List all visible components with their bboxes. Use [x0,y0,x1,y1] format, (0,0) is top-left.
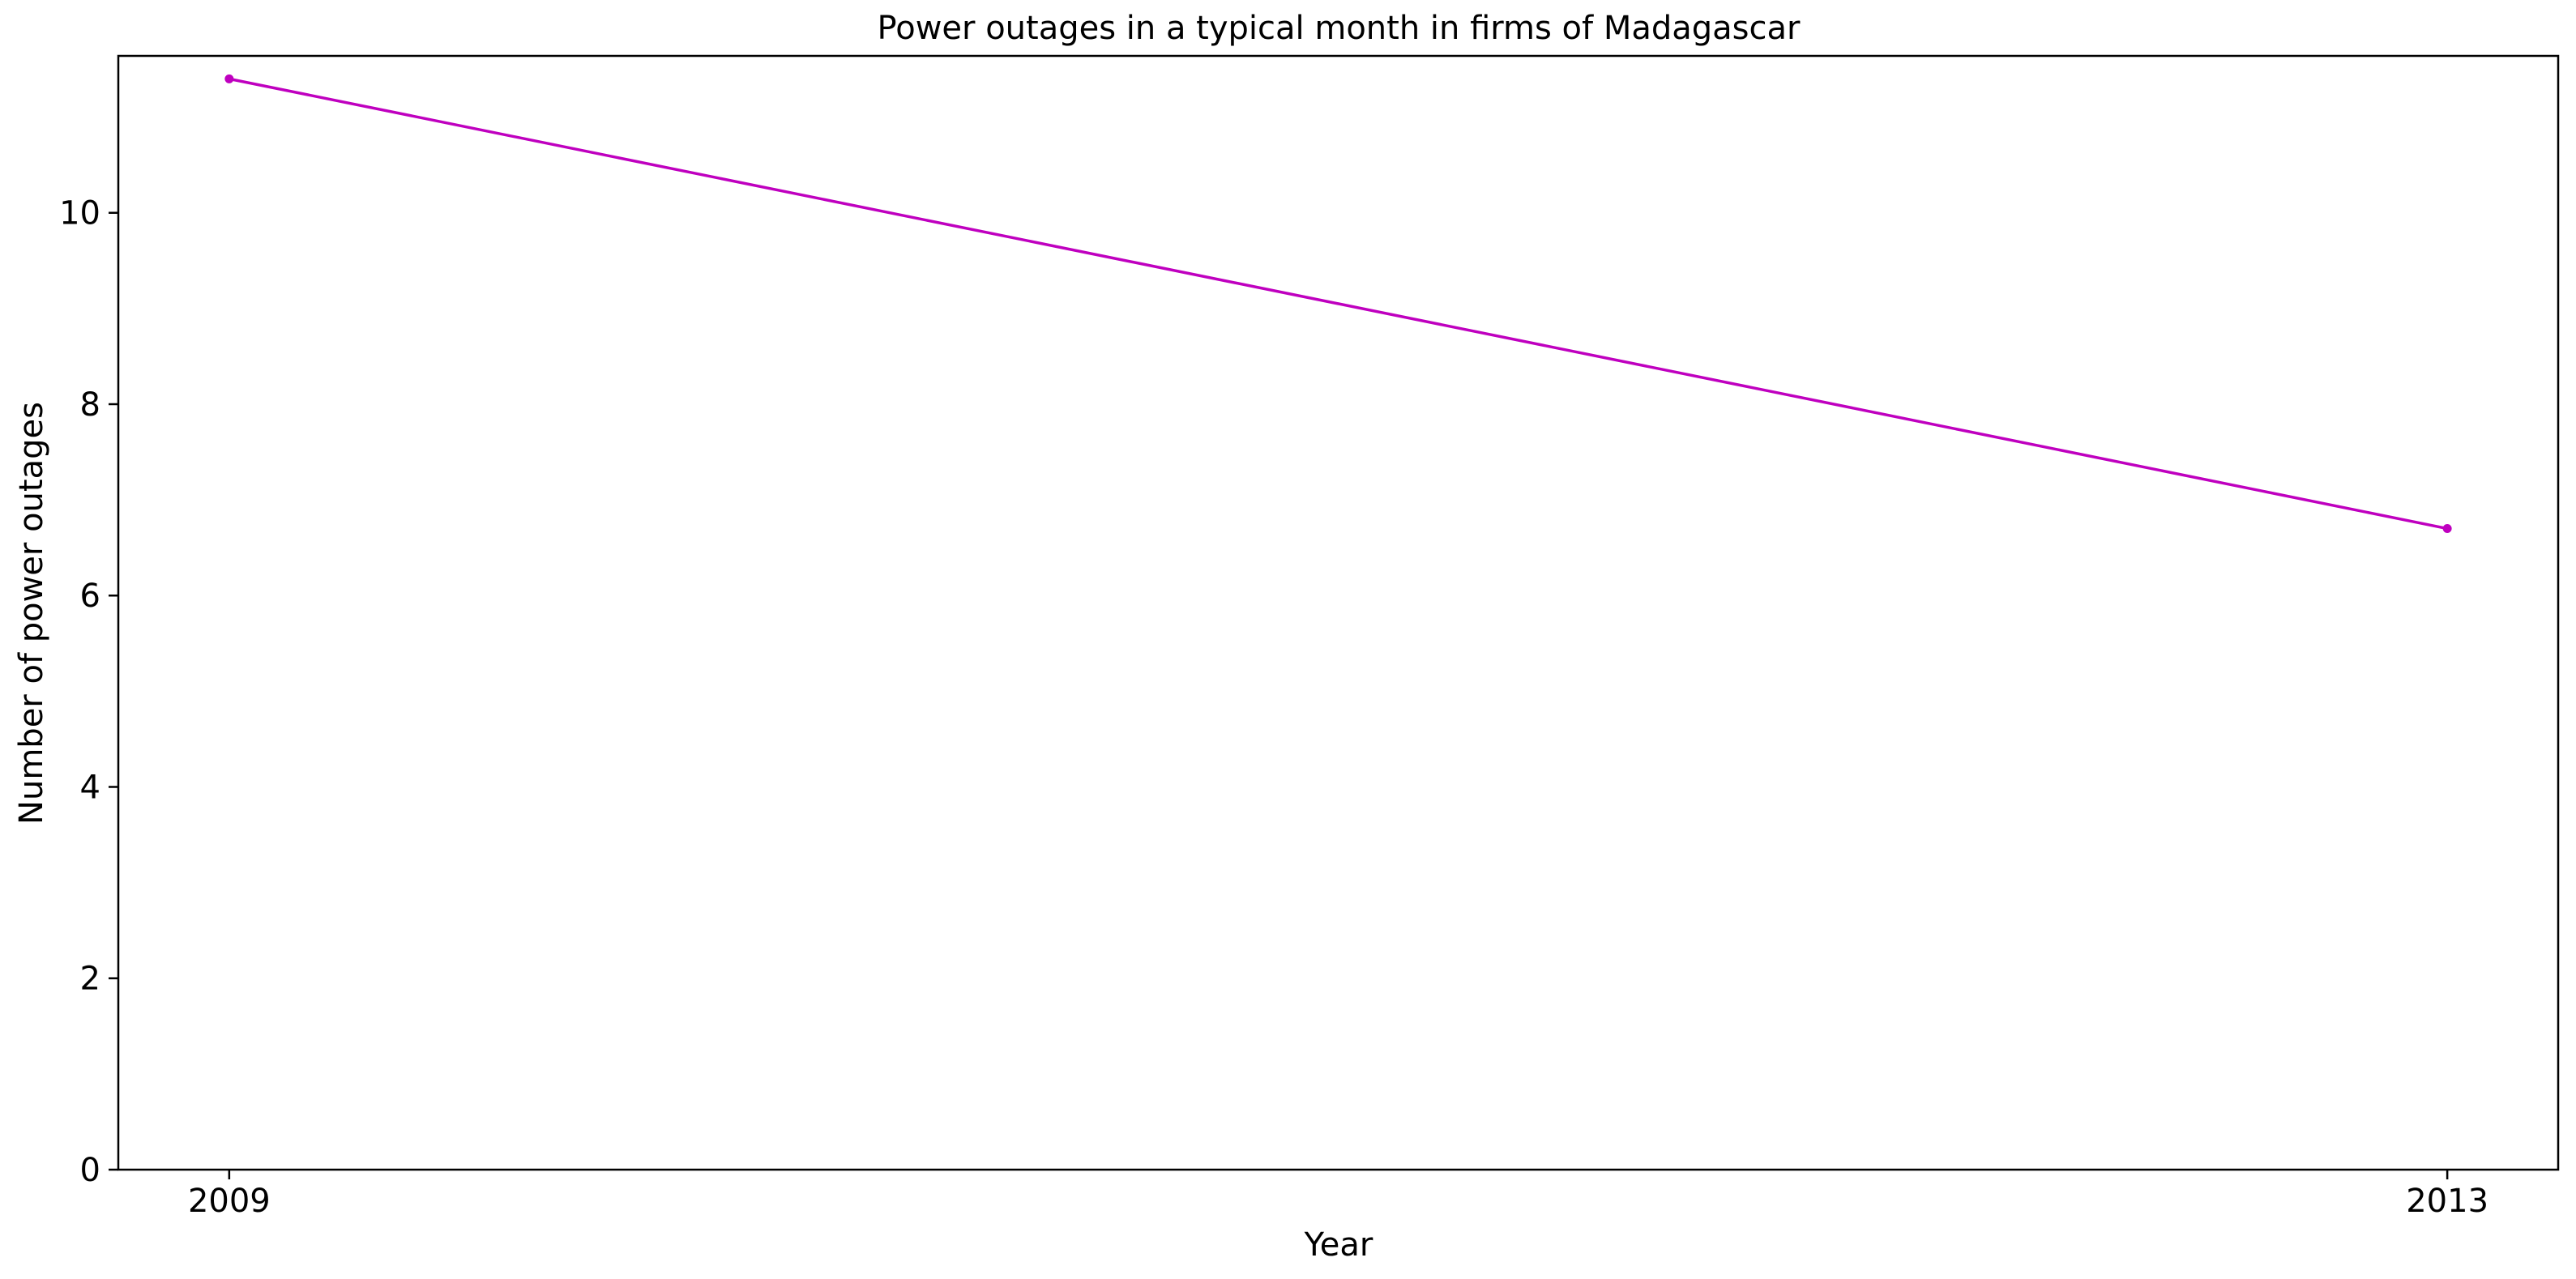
y-tick-label: 4 [80,769,100,806]
y-tick-label: 6 [80,578,100,615]
plot-frame [117,54,2560,1171]
y-tick-label: 2 [80,961,100,998]
y-axis-ticks: 0 2 4 6 8 10 [59,195,118,1189]
chart-title: Power outages in a typical month in firm… [878,10,1801,47]
plot-area: 0 2 4 6 8 10 2009 2013 [59,54,2560,1220]
y-tick-label: 8 [80,386,100,424]
y-tick-label: 10 [59,195,100,232]
y-tick-label: 0 [80,1152,100,1189]
data-point [2442,524,2452,534]
series-line [229,77,2448,531]
x-tick-label: 2009 [188,1183,271,1220]
y-axis-label: Number of power outages [13,402,50,825]
series-layer [224,74,2452,534]
data-point [224,74,234,83]
x-axis-label: Year [1304,1226,1373,1264]
x-axis-ticks: 2009 2013 [188,1170,2488,1220]
x-tick-label: 2013 [2406,1183,2488,1220]
